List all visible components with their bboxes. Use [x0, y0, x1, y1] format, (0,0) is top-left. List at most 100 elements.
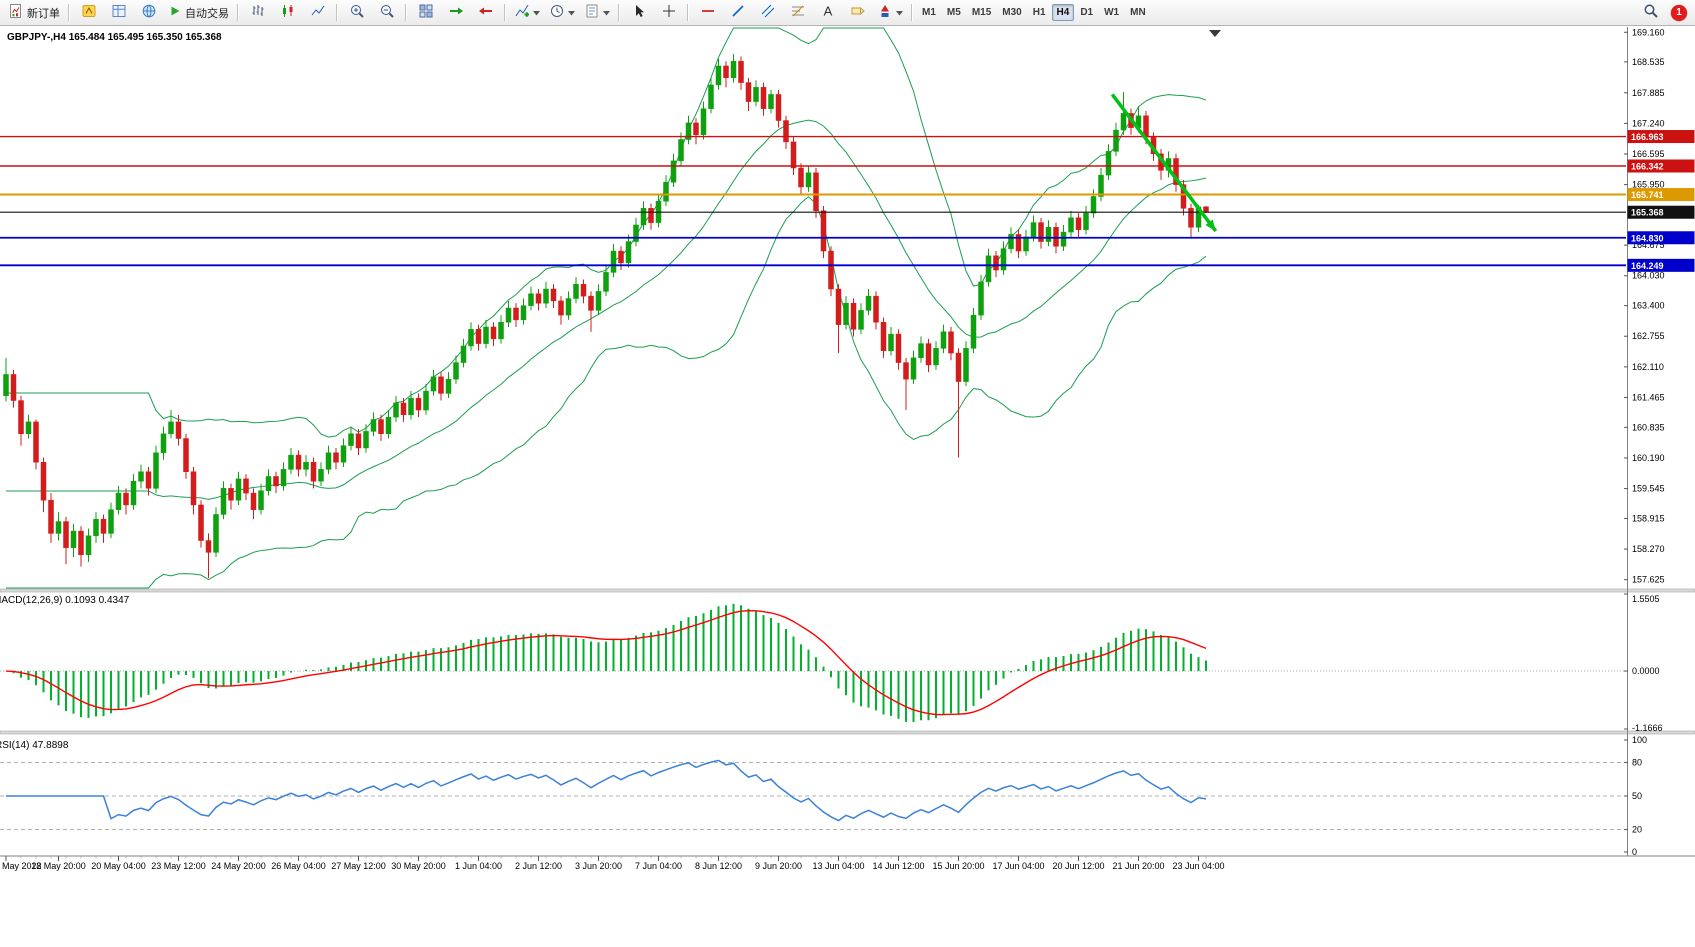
- autotrading-label: 自动交易: [185, 7, 229, 20]
- zoom-out-button[interactable]: [372, 1, 401, 24]
- timeframe-h4[interactable]: H4: [1051, 4, 1075, 21]
- candle-body: [670, 160, 677, 183]
- candle-body: [303, 461, 309, 470]
- candlestick-mode-button[interactable]: [273, 1, 302, 24]
- shapes-icon: [877, 3, 893, 22]
- macd-axis-label: 1.5505: [1632, 594, 1660, 604]
- candle-body: [1030, 222, 1037, 238]
- trend-arrow[interactable]: [1110, 93, 1218, 233]
- clock-icon: [549, 3, 565, 22]
- candle-body: [130, 480, 137, 506]
- candle-body: [963, 348, 969, 382]
- chart-shift-marker[interactable]: [1209, 30, 1221, 37]
- candle-body: [318, 469, 324, 482]
- candle-body: [85, 535, 92, 556]
- candle-body: [1105, 151, 1112, 176]
- notification-badge[interactable]: 1: [1671, 4, 1687, 21]
- candle-body: [1060, 231, 1067, 247]
- candle-body: [78, 530, 84, 556]
- time-axis-label: 30 May 20:00: [391, 861, 446, 871]
- candle-body: [108, 509, 114, 534]
- auto-scroll-button[interactable]: [441, 1, 470, 24]
- price-line-badge: [1627, 159, 1695, 173]
- candle-body: [828, 250, 834, 290]
- timeframe-d1[interactable]: D1: [1080, 7, 1094, 18]
- candle-body: [153, 452, 159, 489]
- candle-body: [70, 530, 77, 548]
- candle-body: [25, 421, 32, 435]
- crosshair-tool-button[interactable]: [654, 1, 683, 24]
- periods-button[interactable]: [545, 1, 579, 24]
- text-tool-button[interactable]: A: [813, 1, 842, 24]
- chart-canvas[interactable]: 169.160 168.535 167.885 167.240 166.595 165.9…: [0, 27, 1695, 947]
- candle-body: [100, 518, 107, 534]
- price-axis-label: 169.160: [1632, 27, 1665, 37]
- chevron-down-icon: [896, 7, 903, 19]
- timeframe-mn[interactable]: MN: [1130, 7, 1146, 18]
- price-badge-label: 166.963: [1631, 132, 1664, 142]
- trendline-tool-button[interactable]: [723, 1, 752, 24]
- timeframe-h1[interactable]: H1: [1032, 7, 1046, 18]
- chart-shift-button[interactable]: [471, 1, 500, 24]
- candle-body: [850, 303, 857, 330]
- candle-body: [1203, 206, 1209, 213]
- candle-body: [753, 87, 759, 102]
- search-button[interactable]: [1636, 1, 1665, 24]
- time-axis-label: 26 May 04:00: [271, 861, 326, 871]
- price-badge-label: 166.342: [1631, 162, 1664, 172]
- candle-body: [610, 250, 617, 273]
- candle-body: [205, 540, 212, 553]
- templates-button[interactable]: [580, 1, 614, 24]
- line-chart-mode-button[interactable]: [303, 1, 332, 24]
- candle-body: [543, 288, 549, 304]
- timeframe-w1[interactable]: W1: [1104, 7, 1120, 18]
- panel-splitter[interactable]: [0, 588, 1695, 593]
- candle-body: [48, 499, 54, 534]
- candle-body: [760, 87, 767, 109]
- autotrading-button[interactable]: 自动交易: [164, 1, 233, 24]
- horizontal-line-tool-button[interactable]: [693, 1, 722, 24]
- community-button[interactable]: [134, 1, 163, 24]
- price-line-badge: [1627, 231, 1695, 245]
- fibonacci-tool-button[interactable]: [783, 1, 812, 24]
- channel-tool-button[interactable]: [753, 1, 782, 24]
- timeframe-m1[interactable]: M1: [922, 7, 936, 18]
- candle-body: [745, 82, 752, 102]
- charts-button[interactable]: [104, 1, 133, 24]
- shapes-tool-button[interactable]: [873, 1, 907, 24]
- label-tool-button[interactable]: [843, 1, 872, 24]
- tile-windows-button[interactable]: [411, 1, 440, 24]
- candle-body: [423, 390, 429, 411]
- metaeditor-button[interactable]: [74, 1, 103, 24]
- new-order-button[interactable]: 新订单: [4, 1, 64, 24]
- chart-shift-icon: [478, 3, 494, 22]
- cursor-icon: [631, 3, 647, 22]
- candle-body: [895, 333, 902, 363]
- bollinger-middle-band: [6, 119, 1207, 500]
- timeframe-m30[interactable]: M30: [1002, 7, 1022, 18]
- rsi-indicator-label: RSI(14) 47.8898: [0, 740, 69, 751]
- timeframe-m15[interactable]: M15: [971, 7, 992, 18]
- candle-body: [835, 288, 842, 325]
- timeframe-m5[interactable]: M5: [946, 7, 961, 18]
- candle-body: [93, 518, 99, 537]
- price-axis-label: 160.190: [1632, 453, 1665, 463]
- panel-separators[interactable]: [0, 588, 1695, 735]
- indicators-button[interactable]: [510, 1, 544, 24]
- candle-body: [798, 167, 804, 188]
- zoom-in-button[interactable]: [342, 1, 371, 24]
- cursor-tool-button[interactable]: [624, 1, 653, 24]
- time-axis-label: May 2022: [2, 861, 42, 871]
- candle-body: [603, 272, 609, 292]
- candle-body: [415, 397, 422, 411]
- rsi-axis-label: 20: [1632, 825, 1642, 835]
- candle-body: [55, 521, 62, 534]
- candle-body: [903, 362, 909, 380]
- panel-splitter[interactable]: [0, 730, 1695, 735]
- horizontal-lines[interactable]: [0, 135, 1626, 267]
- time-axis-label: 20 Jun 12:00: [1052, 861, 1104, 871]
- bar-chart-mode-button[interactable]: [243, 1, 272, 24]
- trend-arrow-line[interactable]: [1110, 93, 1218, 233]
